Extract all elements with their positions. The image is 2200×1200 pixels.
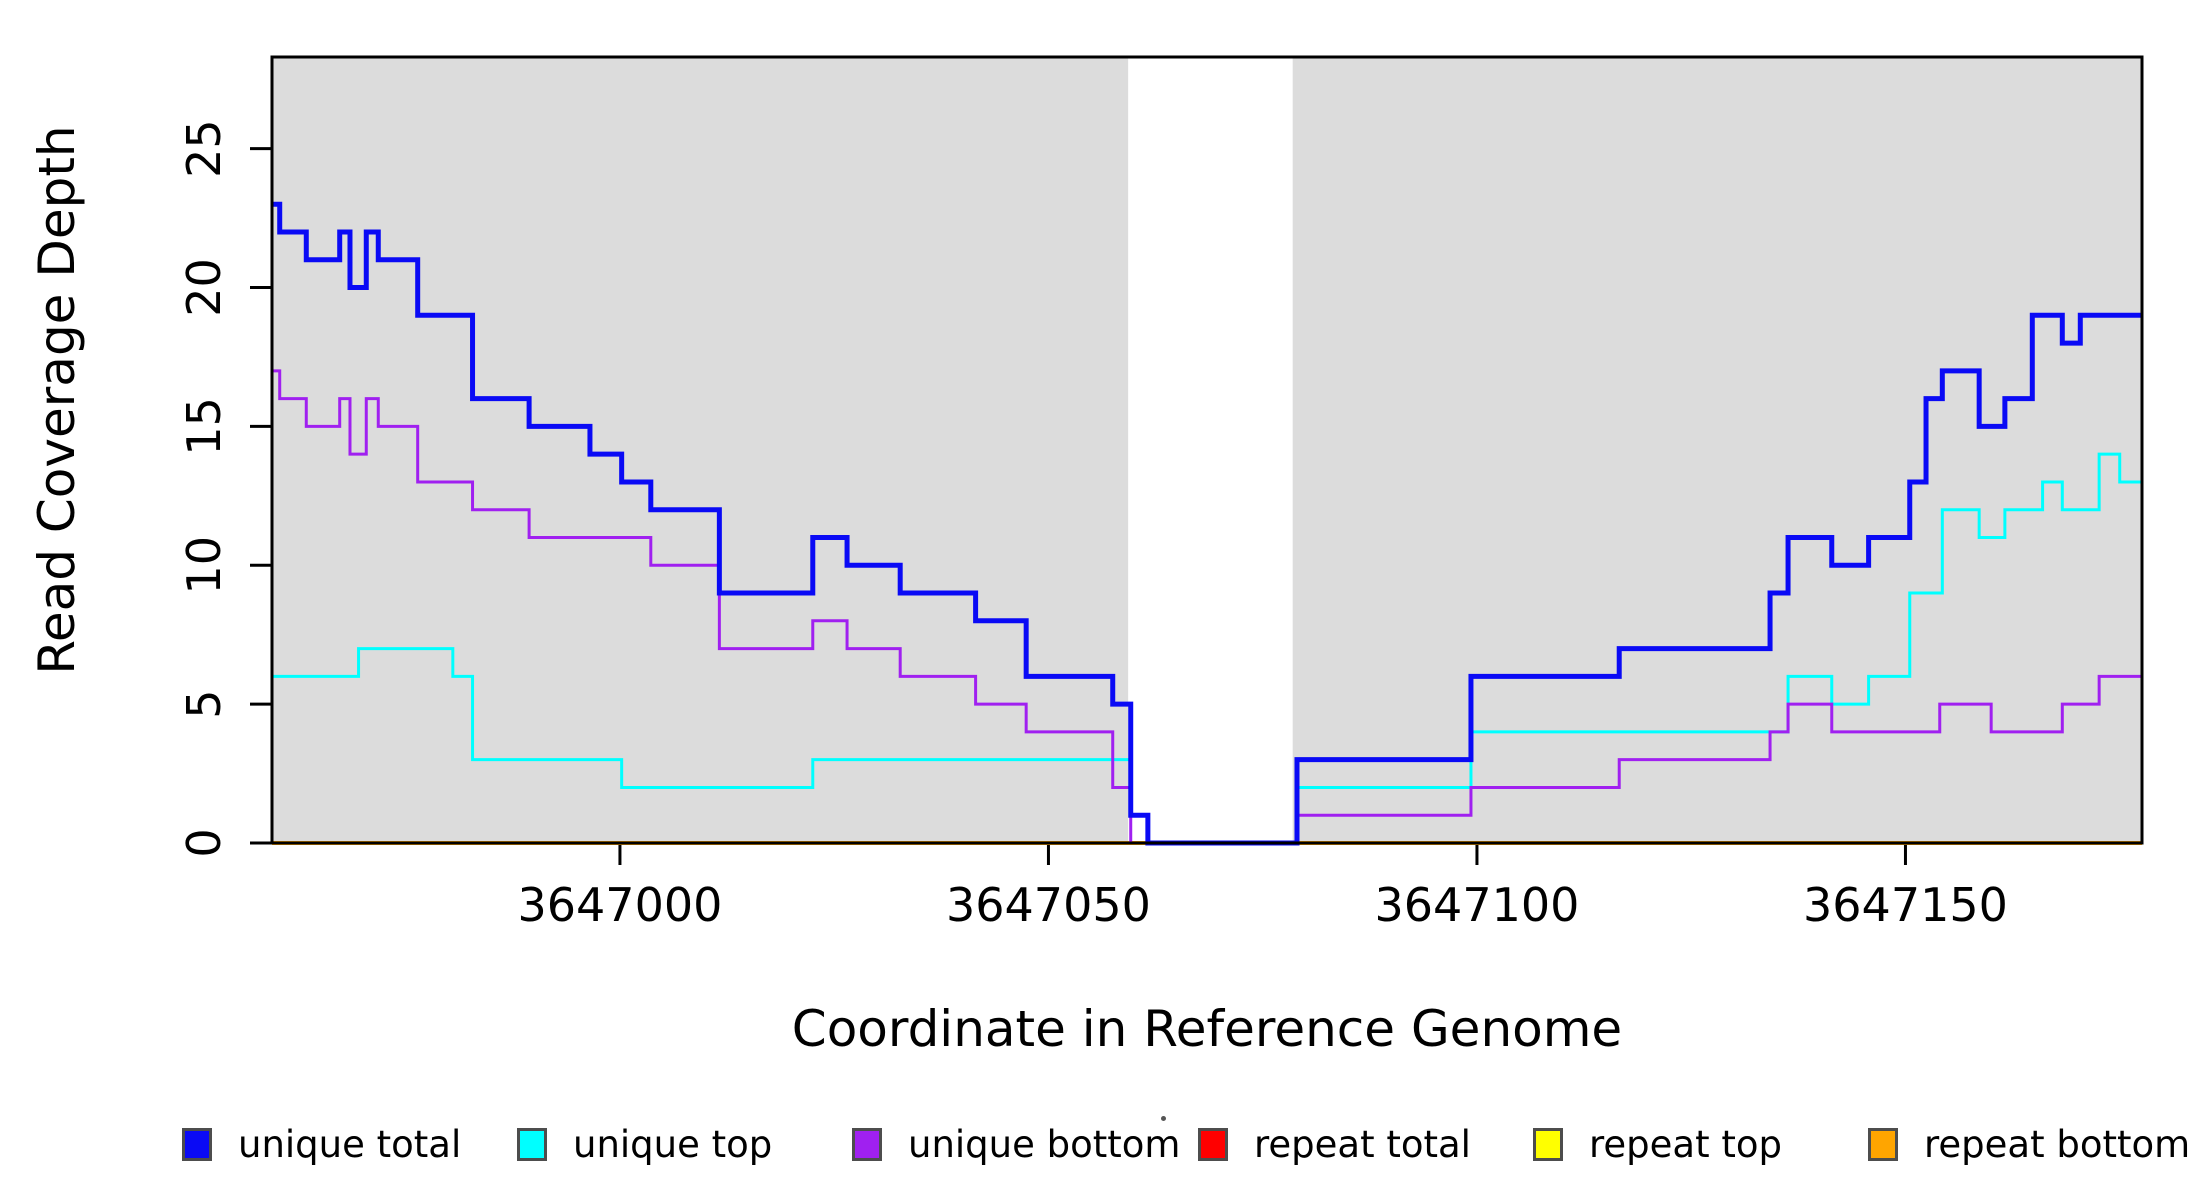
y-tick-label: 5 — [177, 689, 231, 718]
series-unique-top — [272, 452, 2142, 845]
plot-border — [270, 55, 2144, 845]
legend: unique total unique top unique bottom re… — [0, 1122, 2200, 1172]
legend-swatch-unique-total — [182, 1127, 212, 1161]
stray-dot — [1161, 1116, 1166, 1121]
legend-item-repeat-bottom: repeat bottom — [1868, 1122, 2190, 1166]
y-tick-label: 25 — [177, 119, 231, 178]
series-unique-bottom — [272, 369, 2142, 845]
legend-swatch-unique-bottom — [852, 1127, 882, 1161]
y-tick-label: 20 — [177, 258, 231, 317]
legend-swatch-repeat-bottom — [1868, 1127, 1898, 1161]
legend-swatch-repeat-total — [1198, 1127, 1228, 1161]
x-tick-label: 3647150 — [1803, 878, 2008, 932]
legend-label: repeat bottom — [1924, 1122, 2191, 1166]
legend-label: unique bottom — [908, 1122, 1181, 1166]
x-tick-label: 3647000 — [518, 878, 723, 932]
legend-label: repeat top — [1589, 1122, 1782, 1166]
x-axis-title: Coordinate in Reference Genome — [791, 1000, 1623, 1058]
y-tick-label: 15 — [177, 397, 231, 456]
legend-label: unique top — [573, 1122, 773, 1166]
legend-item-unique-total: unique total — [182, 1122, 461, 1166]
legend-item-unique-bottom: unique bottom — [852, 1122, 1180, 1166]
legend-label: unique total — [238, 1122, 462, 1166]
shaded-band — [1292, 57, 2142, 843]
legend-item-unique-top: unique top — [517, 1122, 772, 1166]
x-tick-label: 3647050 — [946, 878, 1151, 932]
y-axis-title: Read Coverage Depth — [28, 125, 86, 675]
shaded-band — [272, 57, 1129, 843]
series-unique-total — [272, 201, 2142, 846]
y-tick-label: 10 — [177, 536, 231, 595]
legend-item-repeat-top: repeat top — [1533, 1122, 1782, 1166]
legend-swatch-repeat-top — [1533, 1127, 1563, 1161]
legend-label: repeat total — [1254, 1122, 1471, 1166]
x-tick-label: 3647100 — [1375, 878, 1580, 932]
y-tick-label: 0 — [177, 828, 231, 857]
legend-swatch-unique-top — [517, 1127, 547, 1161]
legend-item-repeat-total: repeat total — [1198, 1122, 1471, 1166]
